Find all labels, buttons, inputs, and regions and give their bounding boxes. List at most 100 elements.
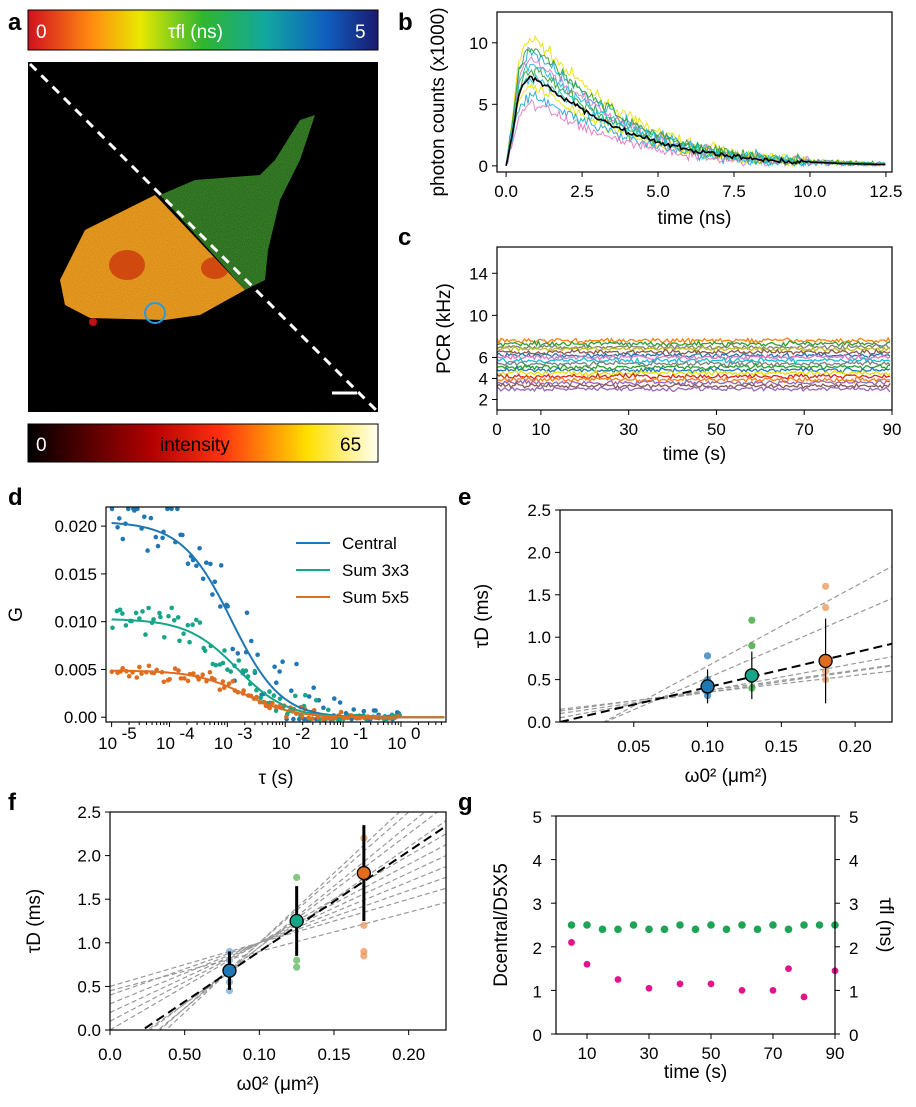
b-xtick-5: 12.5: [869, 182, 902, 201]
d-point-sum-3x3-37: [228, 669, 234, 674]
g-ytick-left-3: 3: [533, 895, 542, 914]
d-fit-sum-5x5: [111, 669, 445, 719]
d-fit-sum-3x3: [111, 618, 445, 719]
c-ytick-2: 6: [479, 348, 488, 367]
d-legend-label-2: Sum 5x5: [342, 588, 409, 607]
d-point-sum-5x5-30: [207, 670, 213, 675]
d-point-central-51: [274, 680, 279, 685]
d-point-sum-3x3-25: [190, 622, 195, 627]
d-point-sum-5x5-8: [137, 664, 142, 670]
g-ytick-right-4: 4: [849, 852, 858, 871]
g-ytick-left-4: 4: [533, 852, 542, 871]
d-point-central-32: [212, 579, 218, 585]
d-point-sum-3x3-39: [236, 658, 242, 663]
d-point-sum-5x5-9: [139, 671, 144, 676]
d-point-central-75: [351, 707, 357, 712]
d-point-sum-3x3-36: [225, 667, 230, 672]
e-xlabel: ω0² (μm²): [685, 766, 768, 787]
d-point-sum-3x3-34: [220, 660, 226, 666]
f-xlabel: ω0² (μm²): [237, 1074, 320, 1095]
g-ratio-point-3: [645, 984, 653, 992]
d-point-central-82: [373, 708, 378, 713]
d-point-sum-5x5-3: [120, 666, 125, 671]
f-dashed-fit-7: [165, 812, 401, 1030]
pcr-trace-1: [496, 339, 891, 349]
c-xtick-4: 70: [795, 420, 814, 439]
pcr-trace-6: [496, 353, 891, 362]
e-plot-frame: [559, 509, 893, 723]
e-dashed-fit-1: [603, 597, 892, 722]
d-point-central-55: [289, 688, 294, 693]
d-point-sum-3x3-13: [151, 617, 156, 622]
d-point-sum-5x5-61: [306, 715, 312, 721]
g-ratio-point-8: [785, 965, 792, 972]
f-single-point-8: [360, 921, 368, 929]
chart-e-diffusion-law: 0.05 0.10 0.15 0.20 0.0 0.5 1.0 1.5 2.0 2.5 ω0² (μ…: [472, 501, 893, 787]
f-single-point-10: [360, 952, 368, 960]
d-point-sum-5x5-19: [172, 666, 178, 671]
d-point-sum-5x5-66: [321, 716, 327, 721]
d-point-sum-5x5-16: [161, 679, 167, 685]
g-ytick-right-2: 2: [849, 939, 858, 958]
pcr-trace-13: [496, 375, 891, 385]
d-point-central-1: [115, 525, 120, 530]
f-xtick-4: 0.20: [392, 1045, 425, 1064]
g-lifetime-point-7: [676, 921, 684, 929]
e-mean-point-2: [818, 653, 833, 669]
f-dashed-fit-3: [110, 844, 446, 1022]
c-plot-frame: [496, 246, 893, 411]
d-point-sum-3x3-32: [213, 662, 219, 668]
speck: [89, 318, 97, 326]
d-point-sum-3x3-2: [117, 607, 123, 613]
cell-lifetime-texture: [160, 115, 315, 290]
d-point-central-50: [272, 664, 277, 670]
e-ytick-3: 1.5: [527, 586, 551, 605]
g-lifetime-point-13: [769, 921, 777, 929]
e-dashed-fit-3: [560, 656, 892, 719]
e-single-point-9: [822, 603, 830, 612]
e-dashed-fit-4: [560, 670, 892, 710]
d-point-central-62: [311, 685, 317, 690]
lifetime-colorbar-label: τfl (ns): [168, 22, 223, 43]
e-mean-fit: [560, 642, 892, 722]
b-ylabel: photon counts (x1000): [428, 7, 449, 196]
c-xlabel: time (s): [663, 444, 726, 465]
f-xtick-0: 0.0: [98, 1045, 122, 1064]
d-point-sum-5x5-34: [220, 679, 226, 684]
g-ytick-left-2: 2: [533, 939, 542, 958]
d-point-sum-3x3-24: [187, 639, 192, 645]
e-xtick-2: 0.15: [765, 737, 798, 756]
d-point-sum-3x3-16: [162, 635, 167, 640]
d-point-sum-3x3-26: [194, 617, 199, 623]
g-xlabel: time (s): [664, 1062, 727, 1083]
f-dashed-fit-1: [149, 812, 439, 1030]
pcr-trace-4: [496, 348, 891, 357]
f-xtick-2: 0.10: [243, 1045, 276, 1064]
d-point-sum-3x3-52: [277, 696, 283, 702]
d-point-central-52: [277, 669, 282, 674]
g-ylabel-right: τfl (ns): [875, 897, 896, 952]
g-lifetime-point-1: [583, 921, 591, 929]
decay-trace-7: [505, 98, 886, 167]
g-lifetime-point-3: [614, 925, 622, 934]
d-point-sum-3x3-0: [110, 625, 115, 631]
f-ytick-5: 2.5: [77, 803, 101, 822]
d-point-sum-3x3-22: [181, 631, 186, 636]
g-lifetime-point-16: [815, 921, 824, 929]
g-ratio-point-2: [614, 976, 622, 983]
b-ytick-2: 10: [469, 34, 488, 53]
d-xtick-1: 10: [156, 734, 175, 753]
c-ytick-1: 4: [479, 369, 488, 388]
d-point-central-30: [208, 561, 213, 567]
f-dashed-fit-2: [110, 833, 446, 1030]
d-point-sum-3x3-23: [185, 622, 191, 628]
g-plot-frame: [555, 815, 836, 1035]
f-ytick-0: 0.0: [77, 1021, 101, 1040]
g-ytick-left-0: 0: [533, 1026, 542, 1045]
chart-c-pcr-traces: 0 10 30 50 70 90 2 4 6 10 14 time (s) PCR (kHz): [434, 246, 901, 465]
f-ytick-2: 1.0: [77, 934, 101, 953]
g-lifetime-point-5: [645, 925, 653, 934]
d-point-sum-5x5-21: [178, 676, 184, 681]
mean-decay-trace: [505, 75, 886, 166]
